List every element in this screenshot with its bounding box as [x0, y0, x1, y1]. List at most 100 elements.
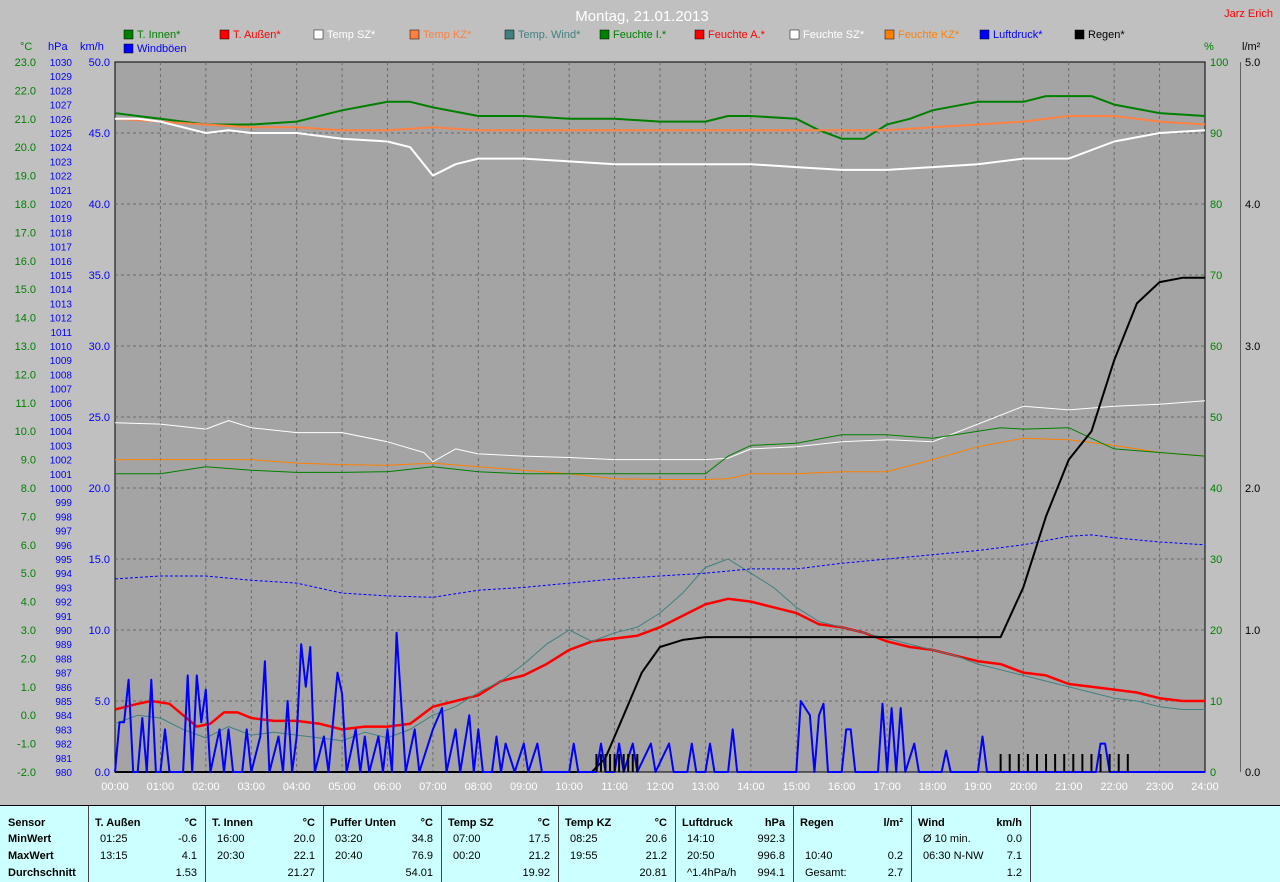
stats-time: ^1.4hPa/h: [687, 867, 737, 879]
pressure-tick-label: 997: [55, 527, 72, 538]
stats-unit: km/h: [996, 817, 1022, 829]
statistics-panel: Sensor MinWert MaxWert Durchschnitt T. Außen…: [0, 805, 1280, 882]
stats-value: 21.27: [287, 867, 315, 879]
humidity-tick-label: 70: [1210, 270, 1222, 282]
pressure-tick-label: 993: [55, 583, 72, 594]
stats-value: 21.2: [645, 850, 667, 862]
stats-value: 7.1: [1006, 850, 1022, 862]
temp-tick-label: 22.0: [15, 85, 36, 97]
rain-tick-label: 5.0: [1245, 57, 1260, 69]
pressure-tick-label: 1024: [50, 143, 73, 154]
stats-unit: °C: [654, 817, 667, 829]
pressure-tick-label: 1025: [50, 129, 73, 140]
pressure-tick-label: 981: [55, 754, 72, 765]
stats-unit: °C: [184, 817, 197, 829]
temp-tick-label: 18.0: [15, 199, 36, 211]
time-tick-label: 01:00: [147, 781, 175, 793]
wind-tick-label: 30.0: [89, 341, 110, 353]
pressure-tick-label: 1012: [50, 314, 73, 325]
stats-value: 20.0: [293, 833, 315, 845]
temp-tick-label: 3.0: [21, 625, 36, 637]
temp-tick-label: 1.0: [21, 682, 36, 694]
pressure-unit-label: hPa: [48, 41, 68, 53]
stats-header: Wind: [918, 817, 945, 829]
time-tick-label: 14:00: [737, 781, 765, 793]
pressure-tick-label: 986: [55, 683, 72, 694]
pressure-tick-label: 1007: [50, 385, 73, 396]
stats-column: Puffer Unten °C 03:20 34.8 20:40 76.9 54.01: [325, 806, 442, 882]
pressure-tick-label: 1009: [50, 356, 73, 367]
stats-value: 34.8: [411, 833, 433, 845]
stats-column: Luftdruck hPa 14:10 992.3 20:50 996.8 ^1.4hPa/…: [677, 806, 794, 882]
pressure-tick-label: 1006: [50, 399, 73, 410]
legend-swatch: [789, 29, 800, 40]
temp-tick-label: 4.0: [21, 597, 36, 609]
stats-time: 16:00: [217, 833, 245, 845]
stats-time: 13:15: [100, 850, 128, 862]
legend-label: Feuchte A.*: [708, 29, 766, 41]
stats-value: 76.9: [411, 850, 433, 862]
temp-tick-label: 21.0: [15, 114, 36, 126]
stats-column: Regen l/m² 10:40 0.2 Gesamt: 2.7: [795, 806, 912, 882]
wind-tick-label: 50.0: [89, 57, 110, 69]
temp-tick-label: 14.0: [15, 313, 36, 325]
time-tick-label: 18:00: [919, 781, 947, 793]
pressure-tick-label: 1018: [50, 228, 73, 239]
stats-value: -0.6: [178, 833, 197, 845]
stats-column: T. Innen °C 16:00 20.0 20:30 22.1 21.27: [207, 806, 324, 882]
stats-value: 2.7: [887, 867, 903, 879]
stats-time: Ø 10 min.: [923, 833, 971, 845]
rain-tick-label: 1.0: [1245, 625, 1260, 637]
stats-time: 19:55: [570, 850, 598, 862]
time-tick-label: 21:00: [1055, 781, 1083, 793]
wind-tick-label: 0.0: [95, 767, 110, 779]
pressure-tick-label: 1028: [50, 86, 73, 97]
wind-tick-label: 10.0: [89, 625, 110, 637]
axis-units: °C hPa km/h% l/m²: [20, 41, 1261, 53]
stats-header: T. Innen: [212, 817, 253, 829]
legend-swatch: [599, 29, 610, 40]
wind-tick-label: 25.0: [89, 412, 110, 424]
time-tick-label: 13:00: [692, 781, 720, 793]
pressure-tick-label: 988: [55, 654, 72, 665]
stats-time: 07:00: [453, 833, 481, 845]
wind-tick-label: 45.0: [89, 128, 110, 140]
wind-tick-label: 5.0: [95, 696, 110, 708]
temp-tick-label: 13.0: [15, 341, 36, 353]
legend-swatch: [884, 29, 895, 40]
pressure-tick-label: 1021: [50, 186, 73, 197]
time-tick-label: 02:00: [192, 781, 220, 793]
pressure-tick-label: 987: [55, 669, 72, 680]
pressure-tick-label: 996: [55, 541, 72, 552]
stats-value: 20.6: [645, 833, 667, 845]
rain-tick-label: 2.0: [1245, 483, 1260, 495]
pressure-tick-label: 995: [55, 555, 72, 566]
time-tick-label: 12:00: [646, 781, 674, 793]
legend-label: Luftdruck*: [993, 29, 1043, 41]
stats-row-label: MinWert: [8, 833, 52, 845]
legend-label: Temp. Wind*: [518, 29, 581, 41]
temp-tick-label: 8.0: [21, 483, 36, 495]
stats-header: Temp SZ: [448, 817, 494, 829]
pressure-tick-label: 990: [55, 626, 72, 637]
stats-time: 14:10: [687, 833, 715, 845]
stats-unit: °C: [302, 817, 315, 829]
stats-value: 992.3: [757, 833, 785, 845]
legend-swatch: [219, 29, 230, 40]
pressure-tick-label: 1023: [50, 157, 73, 168]
data-series: [114, 95, 1206, 773]
pressure-tick-label: 1003: [50, 441, 73, 452]
stats-time: 01:25: [100, 833, 128, 845]
stats-value: 54.01: [405, 867, 433, 879]
series-line: [114, 115, 1206, 132]
time-tick-label: 00:00: [101, 781, 129, 793]
temp-tick-label: 0.0: [21, 710, 36, 722]
humidity-tick-label: 60: [1210, 341, 1222, 353]
stats-header: T. Außen: [95, 817, 141, 829]
time-tick-label: 11:00: [601, 781, 628, 793]
stats-value: 19.92: [522, 867, 550, 879]
pressure-tick-label: 994: [55, 569, 72, 580]
pressure-tick-label: 1000: [50, 484, 73, 495]
stats-header: Puffer Unten: [330, 817, 396, 829]
pressure-tick-label: 1019: [50, 214, 73, 225]
